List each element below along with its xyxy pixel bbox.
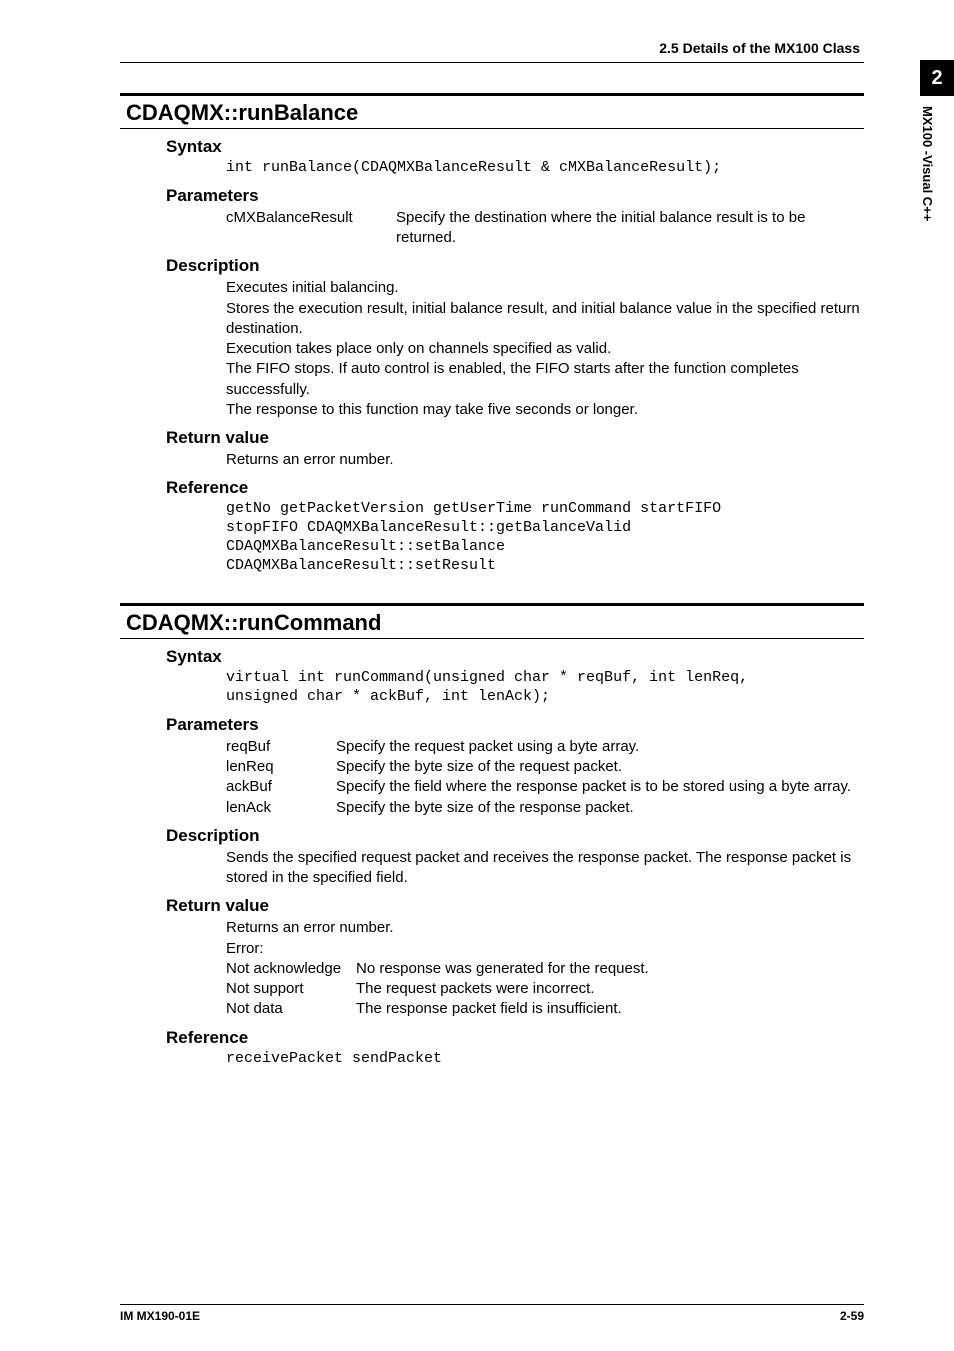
param-name: ackBuf	[226, 777, 336, 797]
return-heading: Return value	[166, 428, 864, 448]
syntax-code: virtual int runCommand(unsigned char * r…	[226, 669, 864, 707]
page-container: 2.5 Details of the MX100 Class 2 MX100 -…	[0, 0, 954, 1351]
footer-left: IM MX190-01E	[120, 1309, 200, 1323]
syntax-code: int runBalance(CDAQMXBalanceResult & cMX…	[226, 159, 864, 178]
class-method-title: CDAQMX::runBalance	[120, 93, 864, 129]
error-desc: The response packet field is insufficien…	[356, 999, 864, 1019]
param-desc: Specify the field where the response pac…	[336, 777, 864, 797]
param-desc: Specify the destination where the initia…	[396, 208, 864, 249]
reference-heading: Reference	[166, 478, 864, 498]
param-name: cMXBalanceResult	[226, 208, 396, 249]
chapter-label: MX100 -Visual C++	[920, 106, 935, 221]
param-name: lenAck	[226, 798, 336, 818]
error-name: Not acknowledge	[226, 959, 356, 979]
param-row: lenAck Specify the byte size of the resp…	[226, 798, 864, 818]
error-desc: No response was generated for the reques…	[356, 959, 864, 979]
param-row: cMXBalanceResult Specify the destination…	[226, 208, 864, 249]
param-desc: Specify the byte size of the response pa…	[336, 798, 864, 818]
param-name: reqBuf	[226, 737, 336, 757]
description-heading: Description	[166, 826, 864, 846]
return-line: Returns an error number.	[226, 918, 864, 938]
param-row: lenReq Specify the byte size of the requ…	[226, 757, 864, 777]
return-line: Error:	[226, 939, 864, 959]
error-name: Not support	[226, 979, 356, 999]
syntax-heading: Syntax	[166, 647, 864, 667]
reference-code: getNo getPacketVersion getUserTime runCo…	[226, 500, 864, 575]
side-tab: 2 MX100 -Visual C++	[920, 60, 954, 226]
footer-right: 2-59	[840, 1309, 864, 1323]
desc-line: Executes initial balancing.	[226, 278, 864, 298]
parameters-heading: Parameters	[166, 715, 864, 735]
return-line: Returns an error number.	[226, 450, 864, 470]
error-name: Not data	[226, 999, 356, 1019]
parameters-heading: Parameters	[166, 186, 864, 206]
desc-line: The response to this function may take f…	[226, 400, 864, 420]
param-desc: Specify the byte size of the request pac…	[336, 757, 864, 777]
param-desc: Specify the request packet using a byte …	[336, 737, 864, 757]
error-row: Not acknowledge No response was generate…	[226, 959, 864, 979]
param-row: ackBuf Specify the field where the respo…	[226, 777, 864, 797]
page-footer: IM MX190-01E 2-59	[120, 1304, 864, 1323]
reference-code: receivePacket sendPacket	[226, 1050, 864, 1069]
error-row: Not support The request packets were inc…	[226, 979, 864, 999]
return-heading: Return value	[166, 896, 864, 916]
desc-line: Execution takes place only on channels s…	[226, 339, 864, 359]
desc-line: Sends the specified request packet and r…	[226, 848, 864, 889]
reference-heading: Reference	[166, 1028, 864, 1048]
section-header: 2.5 Details of the MX100 Class	[120, 40, 864, 56]
desc-line: The FIFO stops. If auto control is enabl…	[226, 359, 864, 400]
error-row: Not data The response packet field is in…	[226, 999, 864, 1019]
header-rule	[120, 62, 864, 63]
chapter-number-box: 2	[920, 60, 954, 96]
error-desc: The request packets were incorrect.	[356, 979, 864, 999]
param-row: reqBuf Specify the request packet using …	[226, 737, 864, 757]
description-heading: Description	[166, 256, 864, 276]
class-method-title: CDAQMX::runCommand	[120, 603, 864, 639]
syntax-heading: Syntax	[166, 137, 864, 157]
param-name: lenReq	[226, 757, 336, 777]
desc-line: Stores the execution result, initial bal…	[226, 299, 864, 340]
